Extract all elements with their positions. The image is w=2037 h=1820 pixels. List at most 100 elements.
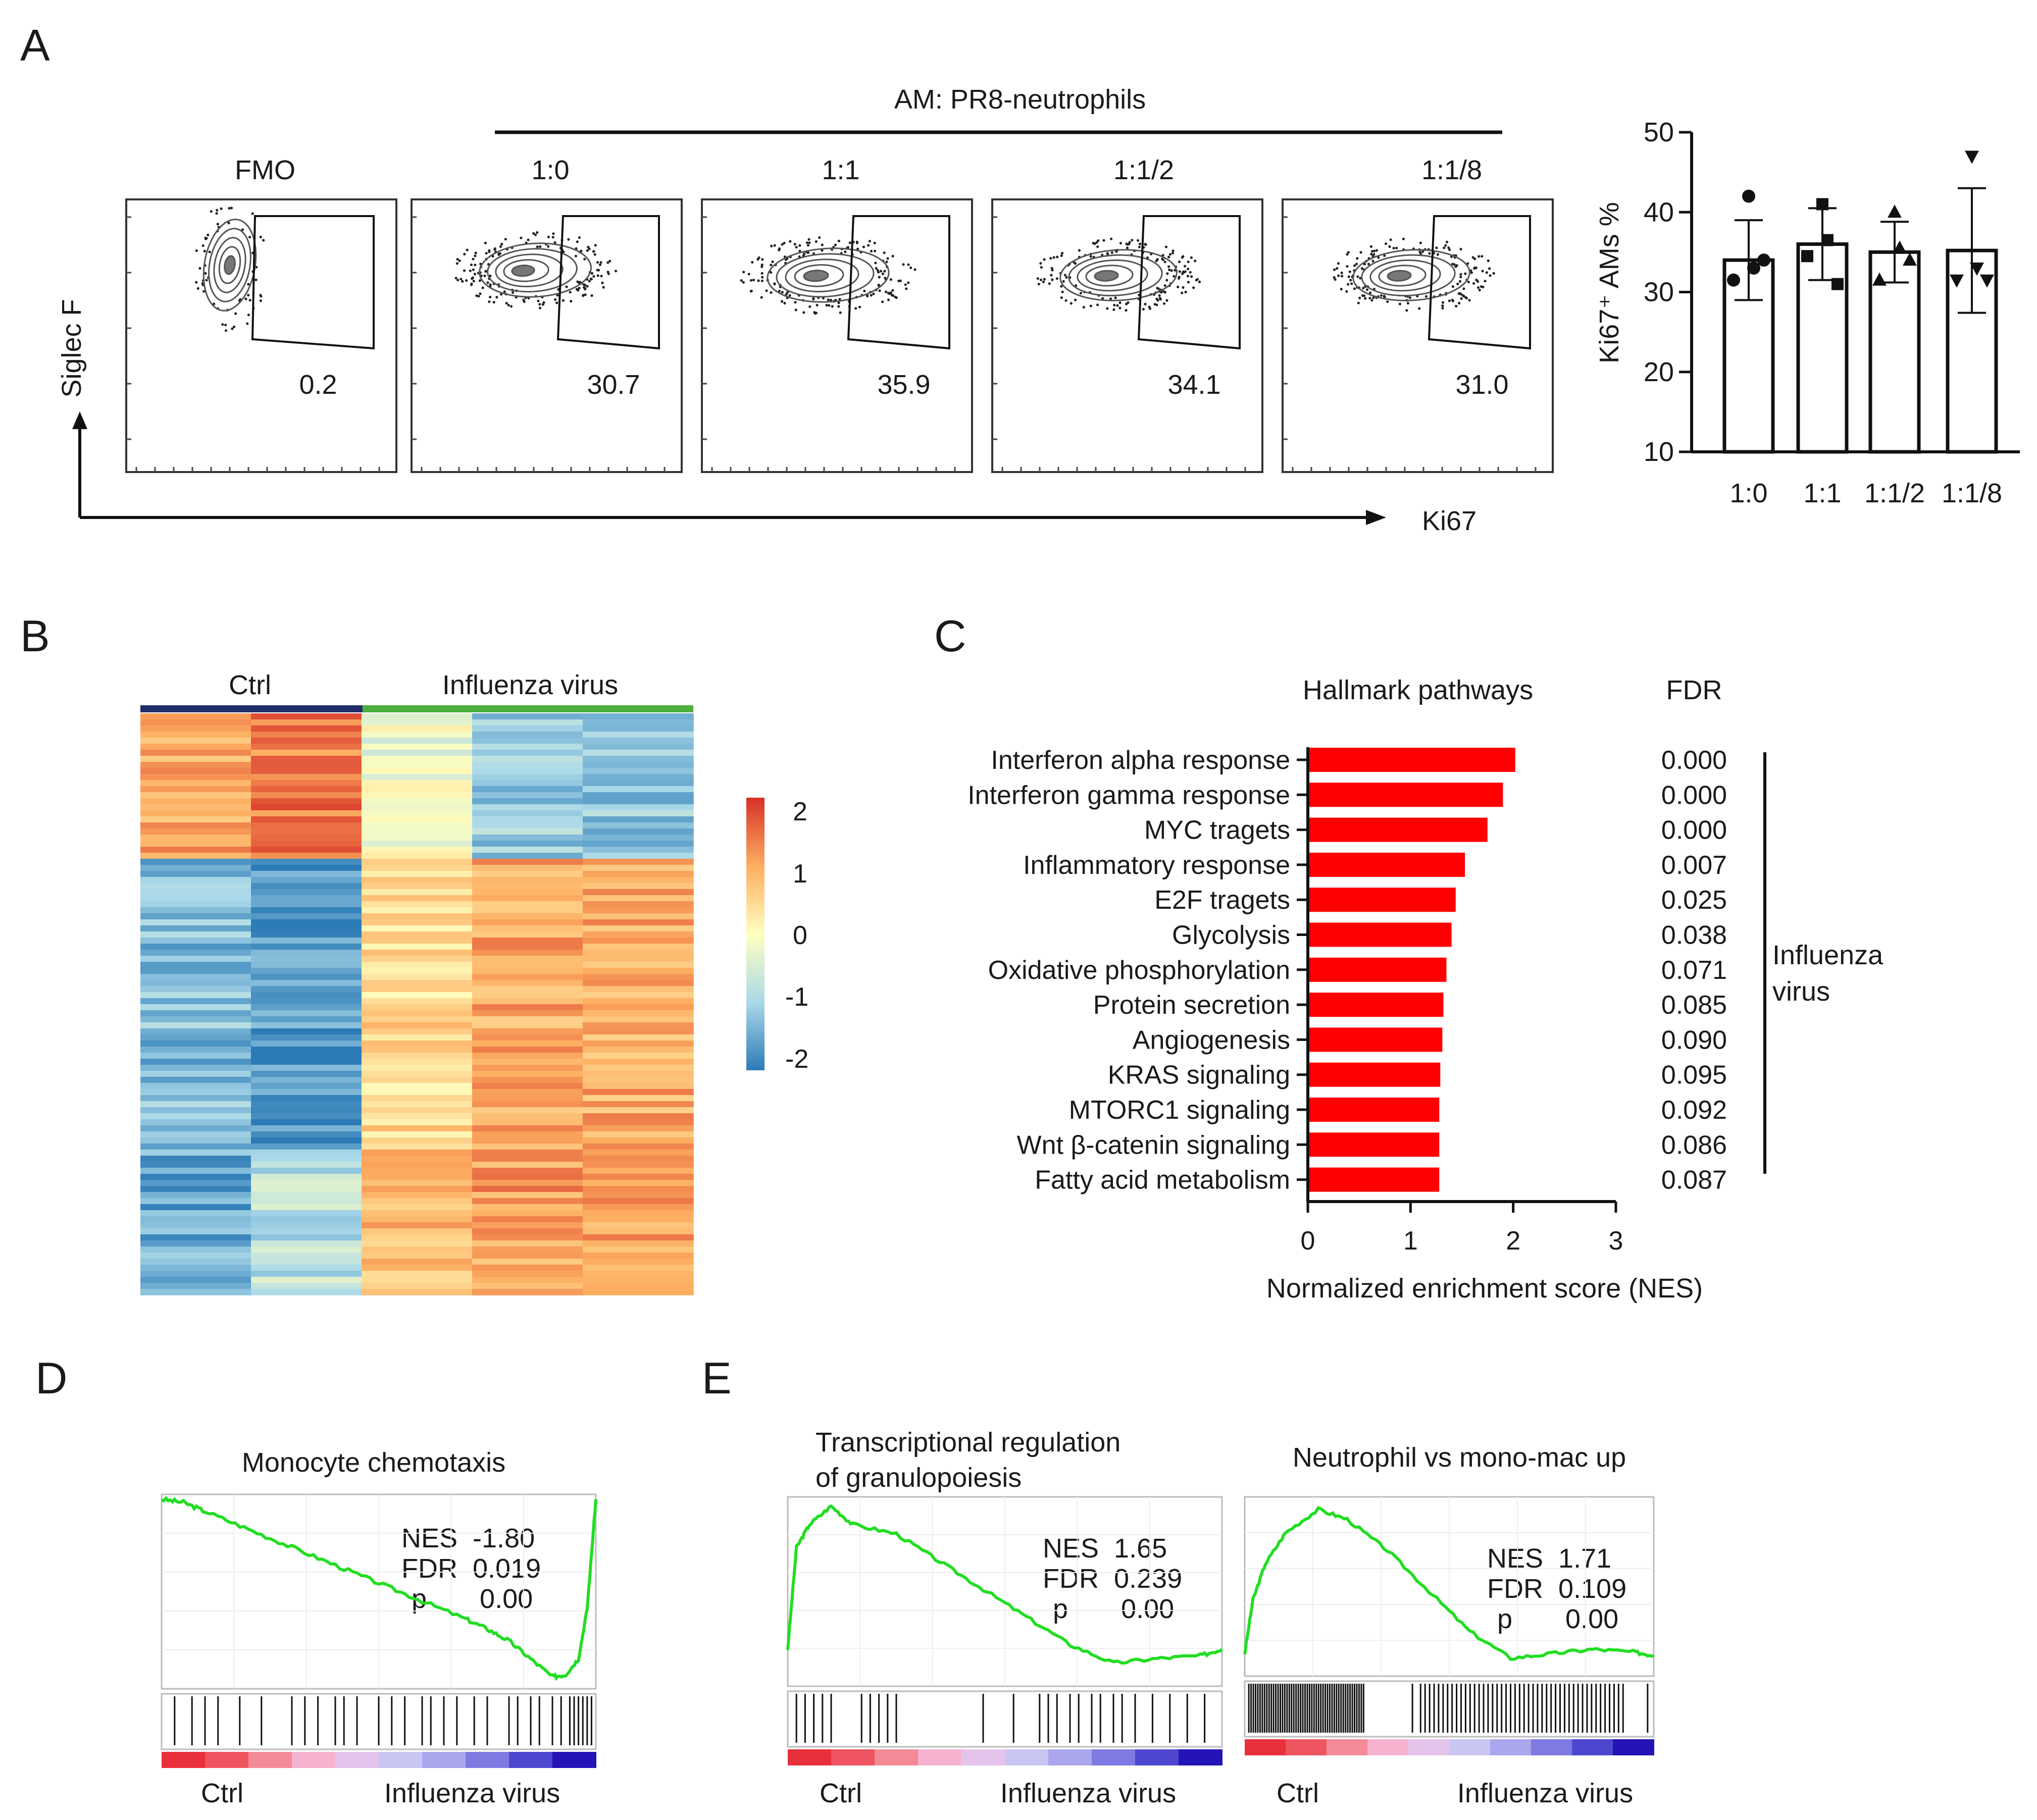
heatmap-cell [140,1228,251,1235]
flow-event-dot [883,270,886,273]
heatmap-cell [583,1228,694,1235]
heatmap-cell [583,1259,694,1265]
heatmap-cell [140,1240,251,1247]
ki67-y-tick-label: 40 [1644,197,1674,227]
heatmap-cell [472,835,583,841]
flow-plot: 1:1/8 31.0 [1282,155,1554,473]
heatmap-cell [140,865,251,871]
flow-event-dot [868,240,872,243]
heatmap-cell [472,913,583,920]
flow-event-dot [1089,255,1092,258]
ki67-data-point [1742,189,1755,203]
flow-event-dot [230,206,233,210]
flow-event-dot [881,272,884,276]
heatmap-cell [472,1137,583,1144]
flow-event-dot [1171,251,1175,254]
flow-event-dot [831,305,834,308]
heatmap-cell [362,816,473,823]
gsea-rank-gradient [788,1749,832,1765]
flow-event-dot [1462,287,1465,290]
flow-event-dot [599,261,602,264]
flow-event-dot [1377,256,1380,259]
flow-event-dot [1048,282,1051,285]
flow-event-dot [479,292,482,295]
flow-event-dot [472,257,475,261]
heatmap-cell [362,1143,473,1150]
flow-event-dot [863,289,866,292]
flow-event-dot [886,257,889,260]
flow-event-dot [1460,297,1463,300]
flow-event-dot [244,297,247,300]
flow-event-dot [1109,297,1112,300]
flow-event-dot [1055,277,1058,280]
flow-event-dot [1346,253,1349,256]
flow-x-axis-label: Ki67 [1422,506,1476,536]
heatmap-cell [583,847,694,853]
heatmap-cell [362,853,473,859]
flow-event-dot [1347,275,1350,278]
heatmap-cell [251,1271,362,1277]
hallmark-fdr-value: 0.092 [1661,1096,1727,1125]
flow-event-dot [262,239,265,242]
hallmark-fdr-value: 0.038 [1661,921,1727,950]
flow-event-dot [463,269,466,272]
flow-event-dot [483,274,486,278]
gsea-fdr: FDR 0.019 [401,1553,541,1584]
heatmap-cell [251,1228,362,1235]
flow-event-dot [534,233,537,236]
flow-event-dot [1165,279,1168,282]
flow-event-dot [1039,262,1042,265]
hallmark-bar [1309,922,1452,947]
heatmap-cell [583,1125,694,1132]
flow-event-dot [1052,256,1055,259]
gsea-rank-gradient [1490,1739,1532,1755]
heatmap-cell [583,1204,694,1211]
heatmap-cell [472,1253,583,1259]
hallmark-fdr-value: 0.007 [1661,851,1727,880]
heatmap-cell [362,1022,473,1029]
flow-event-dot [1363,263,1366,266]
flow-event-dot [883,251,886,254]
flow-event-dot [783,301,786,305]
flow-event-dot [870,249,873,252]
flow-event-dot [592,250,595,253]
flow-event-dot [477,295,480,298]
flow-event-dot [794,301,797,304]
gsea-title: Transcriptional regulation [816,1427,1121,1458]
flow-event-dot [593,253,596,256]
flow-event-dot [785,293,788,296]
flow-event-dot [196,287,199,290]
flow-contour [224,255,236,275]
flow-event-dot [740,279,743,282]
flow-event-dot [756,257,759,261]
flow-event-dot [880,270,883,273]
flow-event-dot [1082,305,1085,309]
flow-event-dot [247,283,250,286]
flow-event-dot [1369,291,1372,294]
flow-event-dot [1167,265,1170,268]
flow-event-dot [1476,286,1480,289]
gsea-rank-gradient [1572,1739,1613,1755]
flow-event-dot [1092,241,1095,245]
heatmap-cell [472,925,583,932]
flow-event-dot [1161,257,1164,261]
heatmap-cell [362,1113,473,1120]
flow-plot-content [126,206,380,472]
heatmap-cell [472,1125,583,1132]
flow-event-dot [1097,239,1100,242]
heatmap-cell [472,1077,583,1083]
heatmap-cell [472,1283,583,1289]
flow-event-dot [208,250,211,253]
hallmark-fdr-value: 0.085 [1661,991,1727,1020]
heatmap-cell [251,980,362,986]
heatmap-cell [583,877,694,883]
flow-event-dot [1441,306,1444,310]
heatmap-cell [362,950,473,956]
heatmap-cell [472,725,583,732]
heatmap-cell [583,1271,694,1277]
heatmap-cell [140,1259,251,1265]
heatmap-cell [362,913,473,920]
heatmap-cell [472,1113,583,1120]
flow-event-dot [1126,246,1129,249]
flow-event-dot [778,247,781,250]
